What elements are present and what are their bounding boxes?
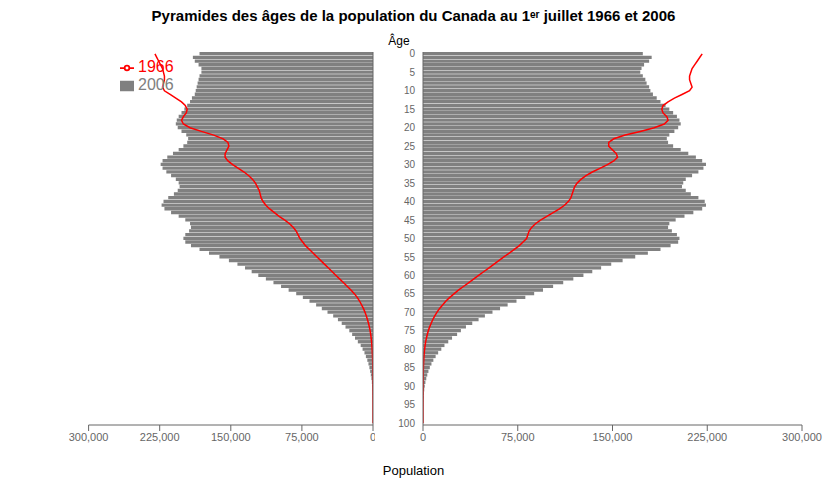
svg-text:150,000: 150,000 [211,431,251,443]
html-text:2006: 2006 [138,76,174,93]
svg-text:75,000: 75,000 [285,431,319,443]
html-text:Pyramides des âges de la popul: Pyramides des âges de la population du C… [151,7,676,24]
svg-text:100: 100 [398,418,415,429]
svg-text:75,000: 75,000 [501,431,535,443]
svg-text:55: 55 [404,252,416,263]
svg-text:40: 40 [404,196,416,207]
svg-text:300,000: 300,000 [782,431,819,443]
svg-text:0: 0 [370,431,375,443]
html-text:1966: 1966 [138,58,174,75]
svg-text:0: 0 [420,431,426,443]
svg-text:25: 25 [404,141,416,152]
svg-text:225,000: 225,000 [687,431,727,443]
svg-text:150,000: 150,000 [593,431,633,443]
svg-text:65: 65 [404,288,416,299]
svg-text:95: 95 [404,399,416,410]
svg-text:0: 0 [409,48,415,59]
html-text:Population: Population [382,463,445,478]
html-text:Âge: Âge [388,34,410,48]
svg-text:225,000: 225,000 [140,431,180,443]
svg-text:30: 30 [404,159,416,170]
svg-text:35: 35 [404,178,416,189]
svg-text:80: 80 [404,344,416,355]
svg-text:20: 20 [404,122,416,133]
svg-text:60: 60 [404,270,416,281]
svg-text:50: 50 [404,233,416,244]
svg-text:5: 5 [409,67,415,78]
svg-text:90: 90 [404,381,416,392]
svg-text:75: 75 [404,325,416,336]
svg-text:15: 15 [404,104,416,115]
svg-text:10: 10 [404,85,416,96]
svg-text:85: 85 [404,362,416,373]
svg-text:70: 70 [404,307,416,318]
svg-text:300,000: 300,000 [69,431,109,443]
svg-text:45: 45 [404,215,416,226]
